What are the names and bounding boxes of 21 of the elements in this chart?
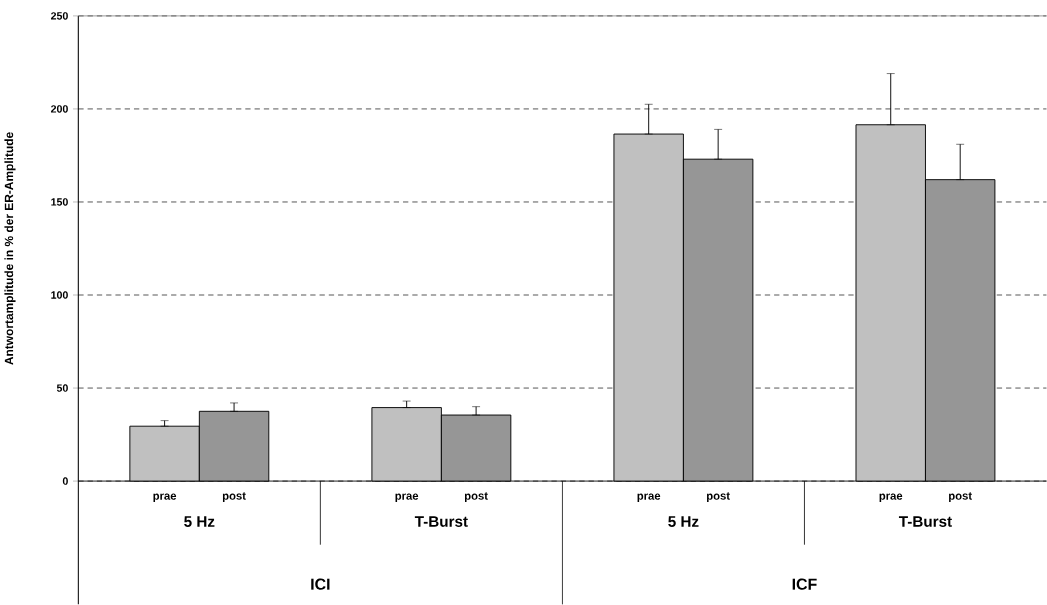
text: prae bbox=[637, 493, 661, 503]
y-tick-label: 100 bbox=[51, 291, 68, 299]
x-tick-label: 5 Hz bbox=[184, 516, 215, 527]
y-tick-label: 200 bbox=[51, 105, 68, 113]
y-tick-label: 150 bbox=[51, 198, 68, 206]
x-tick-label: T-Burst bbox=[898, 516, 952, 527]
text: post bbox=[707, 492, 730, 503]
text: post bbox=[949, 492, 972, 503]
x-tick-label: T-Burst bbox=[414, 516, 468, 527]
text: post bbox=[464, 492, 488, 503]
text: ICF bbox=[792, 578, 817, 590]
y-tick-label: 250 bbox=[51, 12, 68, 20]
y-tick-label: 0 bbox=[62, 477, 68, 485]
y-tick-label: 50 bbox=[56, 384, 68, 392]
text: ICI bbox=[311, 578, 330, 590]
text: prae bbox=[395, 493, 419, 503]
series-label: prae bbox=[153, 493, 177, 503]
text: prae bbox=[879, 493, 903, 503]
series-label: post bbox=[222, 492, 246, 503]
y-axis-title: Antwortamplitude in % der ER-Amplitude bbox=[4, 132, 16, 365]
x-tick-label: 5 Hz bbox=[668, 516, 699, 527]
